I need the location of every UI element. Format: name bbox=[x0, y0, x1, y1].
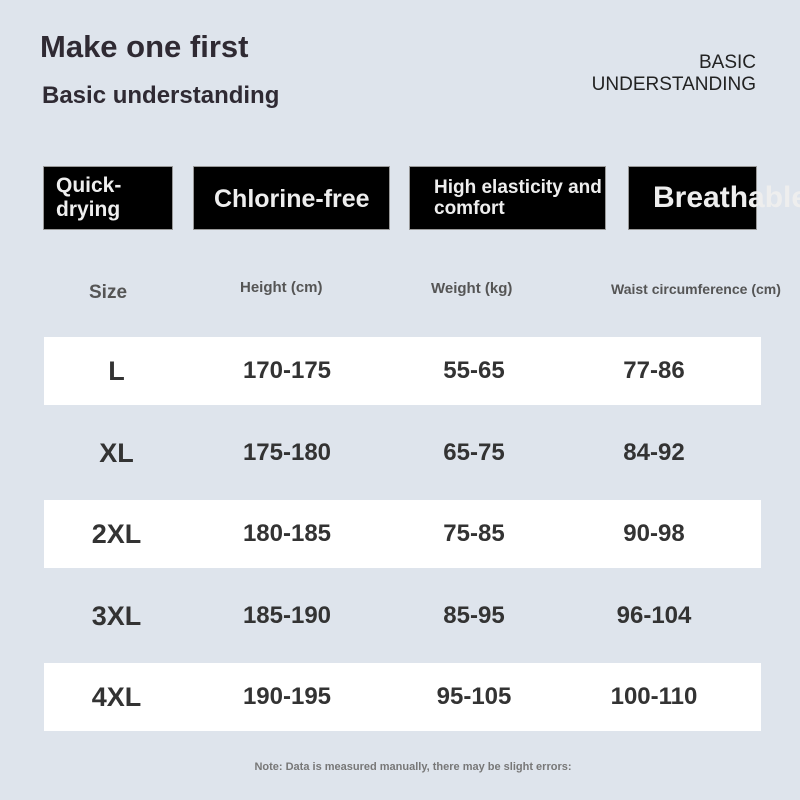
feature-label: High elasticity and comfort bbox=[434, 177, 602, 219]
note: Note: Data is measured manually, there m… bbox=[254, 761, 572, 773]
feature-label: Chlorine-free bbox=[214, 185, 370, 213]
feature-label: Breathable bbox=[653, 181, 800, 214]
table-cell: 85-95 bbox=[443, 602, 505, 629]
table-cell: 175-180 bbox=[242, 439, 332, 466]
label-line-1: BASIC bbox=[698, 52, 756, 73]
feature-tag-elasticity: High elasticity and comfort bbox=[409, 166, 606, 230]
table-cell: 185-190 bbox=[242, 602, 332, 629]
table-row: 4XL 190-195 95-105 100-110 bbox=[44, 663, 761, 731]
header-waist: Waist circumference (cm) bbox=[611, 281, 781, 297]
feature-tag-chlorine-free: Chlorine-free bbox=[193, 166, 390, 230]
table-row: 3XL 185-190 85-95 96-104 bbox=[44, 582, 761, 650]
table-row: 2XL 180-185 75-85 90-98 bbox=[44, 500, 761, 568]
table-cell: 96-104 bbox=[616, 602, 692, 629]
table-cell: 65-75 bbox=[443, 439, 505, 466]
table-cell: 100-110 bbox=[610, 683, 698, 710]
table-cell: 90-98 bbox=[623, 520, 685, 547]
table-cell: 95-105 bbox=[436, 683, 512, 710]
section-label: BASIC UNDERSTANDING bbox=[592, 52, 756, 96]
table-cell: 190-195 bbox=[242, 683, 332, 710]
table-cell: 4XL bbox=[91, 682, 142, 712]
title: Make one first bbox=[40, 29, 249, 64]
header-weight: Weight (kg) bbox=[431, 280, 513, 297]
label-line-2: UNDERSTANDING bbox=[591, 74, 756, 95]
feature-tag-quick-drying: Quick-drying bbox=[43, 166, 173, 230]
table-cell: 3XL bbox=[91, 601, 142, 631]
subtitle: Basic understanding bbox=[42, 82, 280, 109]
table-cell: 75-85 bbox=[443, 520, 505, 547]
feature-tag-breathable: Breathable bbox=[628, 166, 800, 230]
table-cell: 180-185 bbox=[242, 520, 332, 547]
header-size: Size bbox=[89, 282, 128, 303]
table-cell: 84-92 bbox=[623, 439, 685, 466]
table-cell: 77-86 bbox=[623, 357, 685, 384]
feature-label: Quick-drying bbox=[56, 174, 122, 221]
table-cell: L bbox=[108, 356, 125, 386]
table-cell: 2XL bbox=[91, 519, 142, 549]
table-row: XL 175-180 65-75 84-92 bbox=[44, 419, 761, 487]
table-cell: XL bbox=[99, 438, 134, 468]
header-height: Height (cm) bbox=[240, 279, 323, 296]
table-cell: 55-65 bbox=[443, 357, 505, 384]
table-row: L 170-175 55-65 77-86 bbox=[44, 337, 761, 405]
table-cell: 170-175 bbox=[242, 357, 332, 384]
